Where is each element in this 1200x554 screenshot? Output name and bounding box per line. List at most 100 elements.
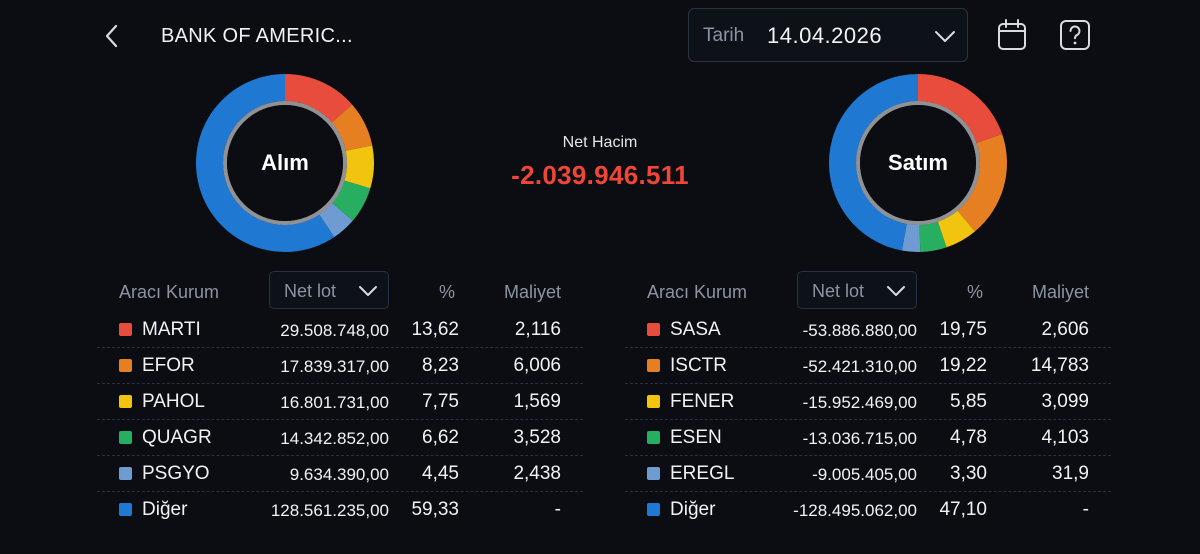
date-picker[interactable]: Tarih 14.04.2026 [688,8,968,62]
net-lot-value: -13.036.715,00 [802,429,917,448]
percent-value: 19,75 [939,319,987,340]
cost-value: - [554,499,561,520]
broker-name: SASA [670,319,721,340]
table-row[interactable]: SASA -53.886.880,00 19,75 2,606 [625,312,1111,348]
percent-value: 7,75 [422,391,459,412]
broker-column-header: Aracı Kurum [647,282,748,302]
help-button[interactable] [1059,19,1091,51]
table-row[interactable]: PSGYO 9.634.390,00 4,45 2,438 [97,456,583,492]
table-row[interactable]: Diğer 128.561.235,00 59,33 - [97,492,583,527]
donut-hole [860,105,976,221]
page-title: BANK OF AMERIC... [161,25,353,47]
percent-value: 4,78 [950,427,987,448]
broker-column-header: Aracı Kurum [119,282,220,302]
broker-name: EFOR [142,355,195,376]
broker-name: ESEN [670,427,722,448]
cost-value: 3,099 [1041,391,1089,412]
broker-name: PAHOL [142,391,206,412]
percent-value: 13,62 [411,319,459,340]
net-lot-value: 29.508.748,00 [280,321,389,340]
calendar-icon [998,19,1026,50]
net-lot-value: 128.561.235,00 [270,501,389,520]
broker-name: ISCTR [670,355,727,376]
buy-table-body: MARTI 29.508.748,00 13,62 2,116 EFOR 17.839.3… [97,312,583,527]
color-swatch [647,323,660,336]
color-swatch [119,431,132,444]
table-row[interactable]: PAHOL 16.801.731,00 7,75 1,569 [97,384,583,420]
net-lot-select-label: Net lot [284,281,337,301]
cost-value: - [1082,499,1089,520]
broker-name: MARTI [142,319,201,340]
net-lot-value: -9.005.405,00 [812,465,917,484]
percent-value: 5,85 [950,391,987,412]
cost-column-header: Maliyet [1031,282,1089,302]
net-lot-select[interactable]: Net lot [797,271,917,309]
donut-slice-marti [285,74,353,123]
percent-value: 4,45 [422,463,459,484]
sell-donut-label: Satım [888,150,948,175]
table-row[interactable]: ISCTR -52.421.310,00 19,22 14,783 [625,348,1111,384]
buy-donut-chart: Alım [194,72,376,254]
broker-name: EREGL [670,463,735,484]
calendar-button[interactable] [996,18,1028,52]
net-lot-value: -53.886.880,00 [802,321,917,340]
date-label: Tarih [703,25,745,46]
broker-name: Diğer [142,499,188,520]
percent-value: 6,62 [422,427,459,448]
net-lot-value: -52.421.310,00 [802,357,917,376]
net-lot-select[interactable]: Net lot [269,271,389,309]
percent-value: 19,22 [939,355,987,376]
sell-donut-chart: Satım [827,72,1009,254]
cost-value: 31,9 [1052,463,1089,484]
chevron-down-icon [359,286,377,296]
sell-table: Aracı Kurum Net lot % Maliyet SASA -53.88… [625,270,1111,527]
table-row[interactable]: EFOR 17.839.317,00 8,23 6,006 [97,348,583,384]
net-lot-value: -15.952.469,00 [802,393,917,412]
donut-slice-quagr [332,180,371,221]
donut-slice-psgyo [319,203,353,238]
cost-value: 14,783 [1030,355,1089,376]
color-swatch [119,467,132,480]
donut-hole [227,105,343,221]
net-lot-value: 17.839.317,00 [280,357,389,376]
cost-value: 2,606 [1041,319,1089,340]
color-swatch [119,359,132,372]
color-swatch [119,503,132,516]
color-swatch [119,323,132,336]
donut-slice-efor [331,104,373,151]
percent-value: 3,30 [950,463,987,484]
buy-table-header: Aracı Kurum Net lot % Maliyet [97,270,583,312]
table-row[interactable]: Diğer -128.495.062,00 47,10 - [625,492,1111,527]
net-lot-value: 16.801.731,00 [280,393,389,412]
net-volume-value: -2.039.946.511 [511,160,689,190]
color-swatch [647,431,660,444]
donut-slice-fener [937,210,975,248]
percent-value: 8,23 [422,355,459,376]
net-volume-label: Net Hacim [562,134,638,151]
table-row[interactable]: EREGL -9.005.405,00 3,30 31,9 [625,456,1111,492]
donut-slice-diğer [196,74,335,253]
broker-name: FENER [670,391,735,412]
table-row[interactable]: MARTI 29.508.748,00 13,62 2,116 [97,312,583,348]
net-lot-value: 9.634.390,00 [289,465,389,484]
net-volume: Net Hacim -2.039.946.511 [450,134,750,191]
donut-slice-diğer [829,74,918,251]
color-swatch [647,503,660,516]
color-swatch [647,395,660,408]
percent-value: 59,33 [411,499,459,520]
chevron-left-icon [105,24,118,48]
net-lot-select-label: Net lot [812,281,865,301]
cost-value: 1,569 [513,391,561,412]
table-row[interactable]: FENER -15.952.469,00 5,85 3,099 [625,384,1111,420]
buy-donut-label: Alım [261,150,309,175]
buy-table: Aracı Kurum Net lot % Maliyet MARTI 29.50… [97,270,583,527]
back-button[interactable] [100,22,124,50]
table-row[interactable]: QUAGR 14.342.852,00 6,62 3,528 [97,420,583,456]
cost-value: 3,528 [513,427,561,448]
date-value: 14.04.2026 [767,23,883,48]
donut-slice-isctr [957,134,1007,232]
donut-slice-sasa [918,74,1003,143]
cost-value: 2,438 [513,463,561,484]
donut-inner-ring [223,101,347,225]
table-row[interactable]: ESEN -13.036.715,00 4,78 4,103 [625,420,1111,456]
